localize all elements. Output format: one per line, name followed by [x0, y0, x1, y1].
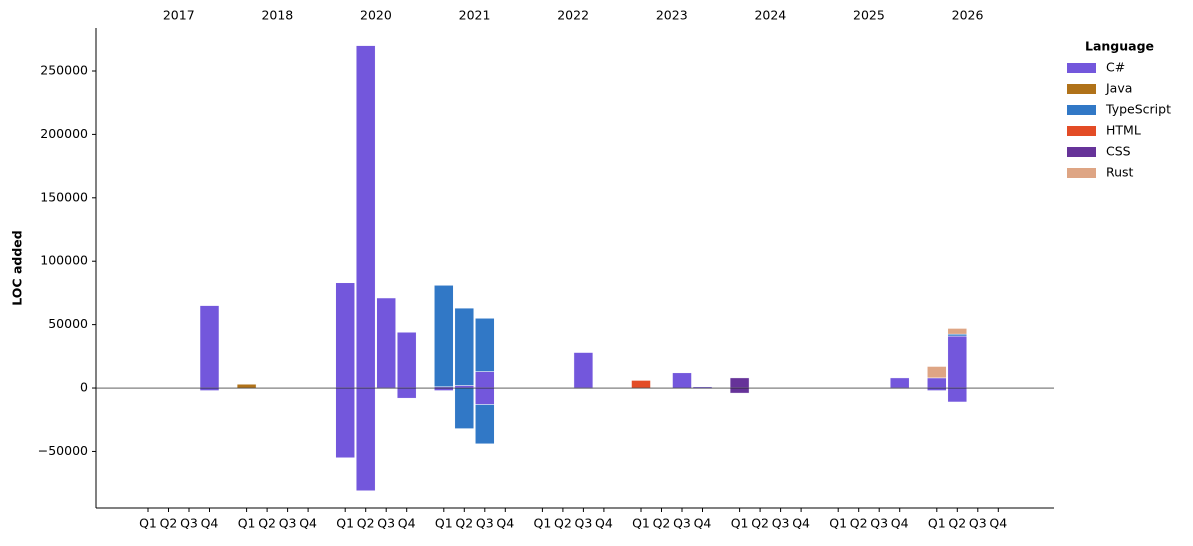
x-tick-label: Q3 — [476, 516, 494, 531]
x-tick-label: Q1 — [336, 516, 354, 531]
bar-segment — [475, 371, 495, 389]
legend-swatch — [1067, 168, 1096, 178]
x-tick-label: Q1 — [731, 516, 749, 531]
x-tick-label: Q4 — [299, 516, 317, 531]
x-tick-label: Q4 — [496, 516, 514, 531]
x-tick-label: Q2 — [653, 516, 671, 531]
x-tick-label: Q1 — [534, 516, 552, 531]
bar-segment — [355, 45, 376, 389]
x-tick-label: Q1 — [829, 516, 847, 531]
x-tick-label: Q3 — [575, 516, 593, 531]
bar-segment — [335, 282, 355, 389]
bar-segment — [396, 387, 417, 399]
legend-label: Java — [1105, 81, 1132, 96]
x-tick-label: Q3 — [377, 516, 395, 531]
x-tick-label: Q4 — [989, 516, 1007, 531]
bar-segment — [573, 352, 594, 389]
x-tick-label: Q2 — [554, 516, 572, 531]
bar-segment — [631, 380, 651, 389]
bar-segment — [927, 366, 947, 379]
x-tick-label: Q4 — [891, 516, 909, 531]
bar-segment — [376, 297, 396, 389]
x-tick-label: Q4 — [792, 516, 810, 531]
year-label: 2021 — [459, 8, 491, 23]
bar-segment — [927, 387, 947, 391]
y-tick-label: 150000 — [40, 189, 88, 204]
x-tick-label: Q2 — [258, 516, 276, 531]
x-tick-label: Q1 — [435, 516, 453, 531]
x-tick-label: Q4 — [398, 516, 416, 531]
legend-swatch — [1067, 63, 1096, 73]
bar-segment — [889, 377, 910, 389]
legend-label: TypeScript — [1105, 102, 1171, 117]
bar-segment — [355, 387, 376, 492]
bar-segment — [199, 387, 220, 391]
legend-label: CSS — [1106, 144, 1131, 159]
year-label: 2017 — [163, 8, 195, 23]
bar-segment — [434, 387, 454, 391]
y-tick-label: 200000 — [40, 126, 88, 141]
x-tick-label: Q2 — [455, 516, 473, 531]
x-tick-label: Q2 — [160, 516, 178, 531]
x-tick-label: Q1 — [928, 516, 946, 531]
year-label: 2024 — [754, 8, 786, 23]
x-tick-label: Q2 — [948, 516, 966, 531]
year-label: 2018 — [261, 8, 293, 23]
bar-segment — [475, 404, 495, 445]
bar-segment — [454, 385, 475, 389]
x-tick-label: Q2 — [357, 516, 375, 531]
bar-segment — [729, 387, 750, 394]
x-tick-label: Q3 — [772, 516, 790, 531]
x-tick-label: Q1 — [139, 516, 157, 531]
bar-segment — [396, 331, 417, 389]
bar-segment — [454, 307, 475, 386]
x-tick-label: Q1 — [238, 516, 256, 531]
bar-segment — [475, 318, 495, 372]
x-tick-label: Q2 — [850, 516, 868, 531]
bar-segment — [947, 335, 968, 389]
x-tick-label: Q3 — [870, 516, 888, 531]
legend-label: Rust — [1106, 165, 1134, 180]
legend-label: HTML — [1106, 123, 1141, 138]
year-label: 2022 — [557, 8, 589, 23]
legend-label: C# — [1106, 60, 1125, 75]
year-label: 2020 — [360, 8, 392, 23]
x-tick-label: Q4 — [595, 516, 613, 531]
year-label: 2025 — [853, 8, 885, 23]
legend-swatch — [1067, 84, 1096, 94]
legend-swatch — [1067, 105, 1096, 115]
bar-segment — [236, 383, 257, 389]
y-tick-label: 0 — [80, 380, 88, 395]
x-tick-label: Q3 — [180, 516, 198, 531]
x-tick-label: Q3 — [673, 516, 691, 531]
y-tick-label: 100000 — [40, 253, 88, 268]
bar-segment — [947, 387, 968, 403]
bar-segment — [672, 372, 692, 389]
year-label: 2023 — [656, 8, 688, 23]
y-tick-label: 250000 — [40, 62, 88, 77]
x-tick-label: Q3 — [969, 516, 987, 531]
year-label: 2026 — [952, 8, 984, 23]
x-tick-label: Q2 — [751, 516, 769, 531]
bar-segment — [947, 333, 968, 337]
x-tick-label: Q3 — [279, 516, 297, 531]
bar-segment — [729, 377, 750, 389]
bar-segment — [335, 387, 355, 459]
legend-swatch — [1067, 126, 1096, 136]
bar-segment — [947, 328, 968, 335]
y-tick-label: 50000 — [48, 316, 88, 331]
y-axis-label: LOC added — [10, 230, 25, 305]
x-tick-label: Q1 — [632, 516, 650, 531]
legend-swatch — [1067, 147, 1096, 157]
legend-title: Language — [1085, 39, 1154, 54]
x-tick-label: Q4 — [694, 516, 712, 531]
x-tick-label: Q4 — [201, 516, 219, 531]
bar-segment — [454, 387, 475, 429]
bar-segment — [475, 387, 495, 405]
bar-segment — [927, 377, 947, 389]
bar-segment — [199, 305, 220, 389]
y-tick-label: −50000 — [38, 443, 88, 458]
bar-segment — [434, 285, 454, 388]
